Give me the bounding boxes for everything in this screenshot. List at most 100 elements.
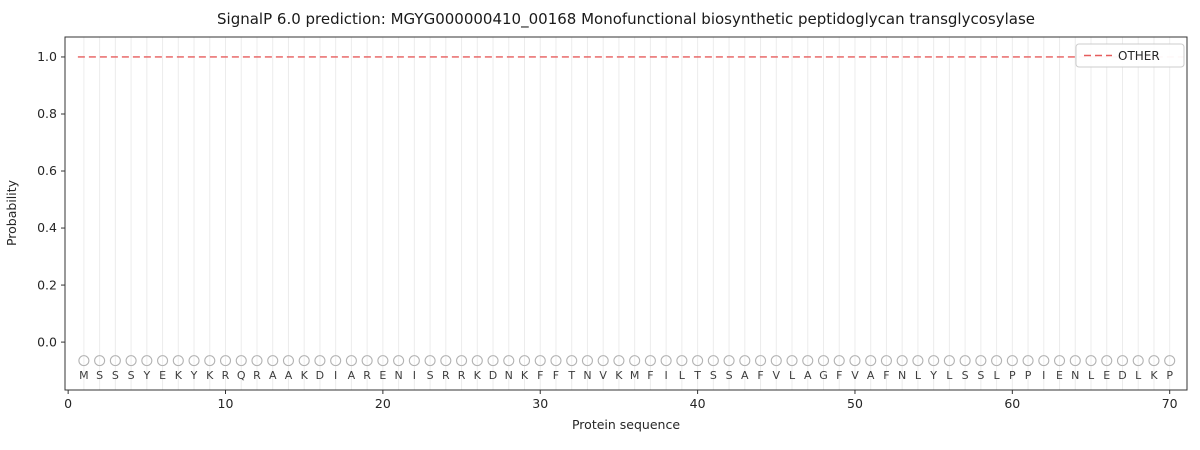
residue-letter: S <box>726 369 733 382</box>
residue-marker <box>991 355 1003 367</box>
residue-marker <box>581 355 593 367</box>
residue-marker <box>692 355 704 367</box>
residue-letter: N <box>583 369 591 382</box>
residue-marker <box>1148 355 1160 367</box>
residue-marker <box>235 355 247 367</box>
residue-letter: N <box>1071 369 1079 382</box>
residue-letter: K <box>206 369 214 382</box>
residue-letter: V <box>773 369 781 382</box>
residue-marker <box>1022 355 1034 367</box>
residue-letter: F <box>836 369 842 382</box>
residue-marker <box>613 355 625 367</box>
residue-marker <box>456 355 468 367</box>
residue-marker <box>1069 355 1081 367</box>
residue-letter: K <box>521 369 529 382</box>
residue-marker <box>833 355 845 367</box>
residue-letter: R <box>222 369 230 382</box>
y-tick-label: 0.2 <box>37 277 57 292</box>
residue-marker <box>817 355 830 367</box>
residue-marker <box>865 355 877 367</box>
residue-marker <box>959 355 971 367</box>
residue-letter: R <box>253 369 261 382</box>
residue-letter: M <box>79 369 89 382</box>
residue-letter: D <box>1118 369 1126 382</box>
residue-letter: L <box>994 369 1001 382</box>
residue-marker <box>597 355 609 367</box>
residue-marker <box>487 355 499 367</box>
x-tick-label: 20 <box>375 396 391 411</box>
residue-letter: A <box>804 369 812 382</box>
residue-letter: R <box>363 369 371 382</box>
residue-letter: F <box>883 369 889 382</box>
residue-letter: Q <box>237 369 246 382</box>
residue-marker <box>1053 355 1066 367</box>
residue-marker <box>1085 355 1097 367</box>
x-tick-label: 30 <box>532 396 548 411</box>
residue-marker <box>629 355 641 367</box>
residue-letter: I <box>665 369 668 382</box>
residue-marker <box>78 355 90 367</box>
residue-letter: R <box>458 369 466 382</box>
y-tick-label: 0.6 <box>37 163 57 178</box>
residue-letter: E <box>1056 369 1063 382</box>
residue-letter: K <box>474 369 482 382</box>
residue-letter: D <box>489 369 497 382</box>
residue-letter: A <box>348 369 356 382</box>
residue-marker <box>660 355 672 367</box>
residue-marker <box>157 355 169 367</box>
residue-marker <box>94 355 106 367</box>
residue-letter: S <box>977 369 984 382</box>
residue-marker <box>330 355 342 367</box>
residue-marker <box>125 355 137 367</box>
residue-marker <box>393 355 405 367</box>
y-tick-label: 1.0 <box>37 49 57 64</box>
residue-letter: S <box>710 369 717 382</box>
residue-marker <box>424 355 436 367</box>
residue-letter: G <box>819 369 828 382</box>
chart-title: SignalP 6.0 prediction: MGYG000000410_00… <box>217 10 1035 29</box>
residue-marker <box>802 355 814 367</box>
residue-letter: S <box>112 369 119 382</box>
residue-marker <box>928 355 940 367</box>
x-tick-label: 0 <box>64 396 72 411</box>
residue-marker <box>786 355 798 367</box>
residue-marker <box>739 355 751 367</box>
residue-letter: Y <box>142 369 150 382</box>
plot-border <box>64 36 1188 391</box>
residue-marker <box>377 355 389 367</box>
residue-marker <box>314 355 326 367</box>
residue-marker <box>109 355 121 367</box>
residue-letter: A <box>867 369 875 382</box>
x-tick-label: 70 <box>1162 396 1178 411</box>
residue-marker <box>503 355 515 367</box>
residue-letter: D <box>316 369 324 382</box>
residue-letter: T <box>693 369 701 382</box>
residue-letter: A <box>285 369 293 382</box>
residue-marker <box>943 355 955 367</box>
residue-letter: K <box>1150 369 1158 382</box>
residue-letter: F <box>537 369 543 382</box>
residue-marker <box>1116 355 1129 367</box>
residue-letter: L <box>915 369 922 382</box>
x-tick-label: 10 <box>218 396 234 411</box>
residue-marker <box>534 355 546 367</box>
residue-marker <box>550 355 562 367</box>
residue-marker <box>188 355 200 367</box>
residue-marker <box>267 355 279 367</box>
y-tick-label: 0.4 <box>37 220 57 235</box>
residue-marker <box>1132 355 1144 367</box>
residue-letter: F <box>553 369 559 382</box>
residue-marker <box>1164 355 1176 367</box>
residue-letter: P <box>1025 369 1032 382</box>
residue-letter: R <box>442 369 450 382</box>
residue-letter: S <box>128 369 135 382</box>
residue-marker <box>880 355 892 367</box>
residue-marker <box>723 355 735 367</box>
residue-letter: F <box>647 369 653 382</box>
residue-letter: L <box>789 369 796 382</box>
residue-marker <box>518 355 531 367</box>
residue-marker <box>141 355 153 367</box>
